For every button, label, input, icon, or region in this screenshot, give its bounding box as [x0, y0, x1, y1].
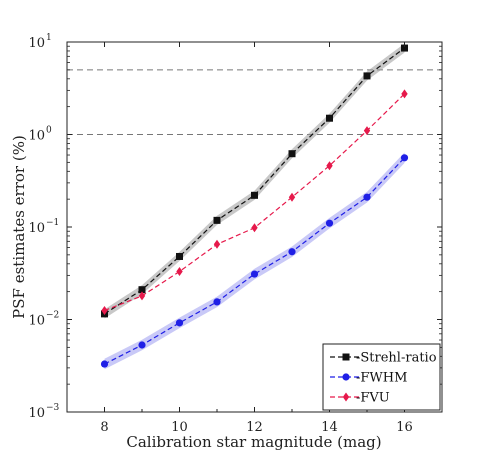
strehl-ratio-band [104, 43, 405, 319]
x-axis-ticks: 8 10 12 14 16 [66, 42, 443, 435]
y-tick-label: 10 [28, 36, 45, 51]
uncertainty-bands [104, 43, 405, 370]
legend-strehl-ratio-marker [342, 353, 350, 361]
fwhm-band [104, 152, 405, 370]
strehl-ratio-point [213, 216, 221, 224]
fvu-point [288, 192, 296, 202]
y-tick-exponent: −2 [46, 311, 59, 321]
fvu-point [401, 89, 408, 99]
strehl-ratio-point [288, 150, 296, 158]
fvu-point [363, 126, 371, 136]
y-axis-label: PSF estimates error (%) [10, 135, 28, 319]
x-tick-label: 10 [171, 420, 188, 435]
fwhm-point [250, 270, 259, 278]
y-tick-label: 10 [28, 314, 45, 329]
fvu-point [101, 306, 108, 316]
x-tick-label: 14 [321, 420, 338, 435]
x-tick-label: 12 [246, 420, 263, 435]
legend-fwhm-label: -FWHM [356, 371, 407, 386]
strehl-ratio-line [104, 47, 405, 315]
y-tick-label: 10 [28, 129, 45, 144]
fwhm-point [400, 154, 409, 162]
fwhm-point [288, 248, 296, 256]
y-tick-exponent: −1 [46, 218, 59, 228]
fwhm-line [104, 157, 405, 365]
fvu-point [251, 223, 258, 233]
fwhm-point [325, 219, 334, 227]
strehl-ratio-point [326, 114, 333, 122]
legend-fvu-marker [342, 392, 350, 402]
y-tick-label: 10 [28, 221, 45, 236]
y-tick-exponent: 0 [46, 126, 52, 136]
y-tick-exponent: −3 [46, 403, 60, 413]
fvu-point [138, 291, 146, 301]
strehl-ratio-point [176, 252, 183, 260]
fwhm-point [138, 341, 146, 349]
y-tick-label: 10 [28, 406, 45, 421]
legend-fwhm-marker [342, 373, 350, 381]
strehl-ratio-point [401, 44, 408, 52]
strehl-ratio-point [138, 286, 146, 294]
legend-fvu-label: -FVU [356, 391, 390, 406]
fvu-point [176, 267, 183, 277]
fwhm-point [175, 319, 184, 327]
fwhm-point [363, 193, 371, 201]
strehl-ratio-point [251, 191, 258, 199]
strehl-ratio-point [363, 72, 371, 80]
y-tick-exponent: 1 [46, 33, 52, 43]
series-markers [100, 44, 409, 368]
x-axis-label: Calibration star magnitude (mag) [126, 433, 381, 451]
fwhm-point [213, 298, 221, 306]
fvu-point [326, 161, 333, 171]
legend-strehl-ratio-label: -Strehl-ratio [356, 351, 437, 366]
legend: -Strehl-ratio -FWHM -FVU [322, 343, 441, 411]
fvu-point [213, 239, 221, 249]
x-tick-label: 8 [100, 420, 108, 435]
fwhm-point [100, 360, 109, 368]
x-tick-label: 16 [396, 420, 413, 435]
